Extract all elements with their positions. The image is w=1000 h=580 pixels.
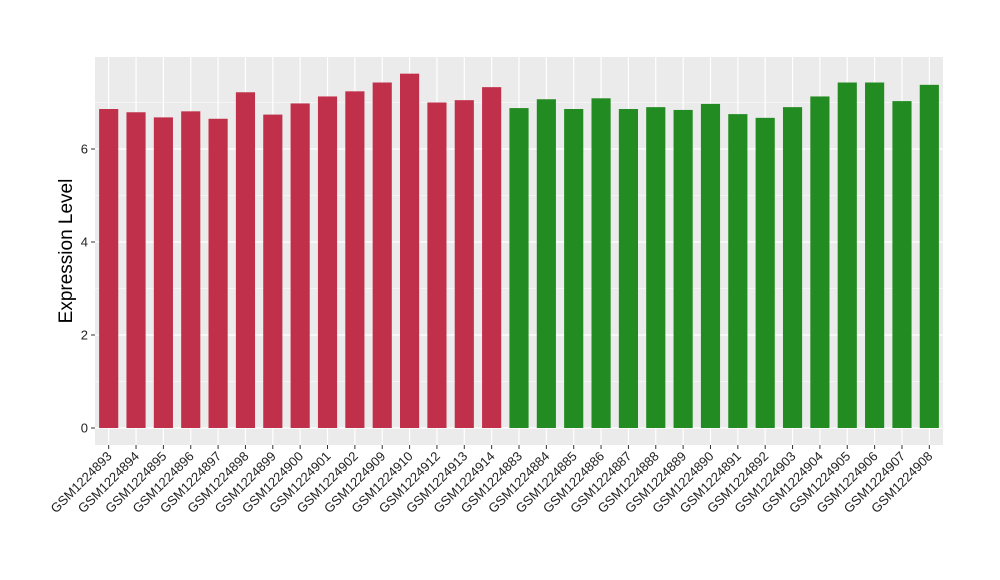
bar-GSM1224901 bbox=[317, 96, 338, 428]
bar-GSM1224905 bbox=[837, 82, 857, 428]
bar-GSM1224902 bbox=[345, 91, 365, 428]
bar-GSM1224889 bbox=[673, 109, 693, 428]
bar-GSM1224899 bbox=[263, 114, 283, 428]
bar-GSM1224904 bbox=[810, 96, 830, 428]
y-tick-label: 0 bbox=[81, 421, 88, 436]
bar-GSM1224909 bbox=[372, 82, 392, 428]
bar-GSM1224884 bbox=[536, 99, 556, 429]
bar-GSM1224896 bbox=[181, 111, 201, 429]
bar-GSM1224907 bbox=[892, 101, 912, 428]
bar-GSM1224890 bbox=[700, 103, 721, 429]
bar-GSM1224912 bbox=[427, 102, 447, 428]
bar-GSM1224892 bbox=[755, 117, 775, 428]
y-axis-title: Expression Level bbox=[56, 179, 77, 324]
bar-GSM1224913 bbox=[454, 100, 474, 429]
bar-GSM1224888 bbox=[646, 107, 666, 429]
bar-GSM1224903 bbox=[782, 107, 803, 429]
y-tick-label: 2 bbox=[81, 328, 88, 343]
bar-GSM1224885 bbox=[564, 109, 584, 428]
bar-GSM1224914 bbox=[482, 87, 502, 428]
bar-GSM1224900 bbox=[290, 103, 310, 429]
bar-GSM1224883 bbox=[509, 108, 529, 428]
bar-GSM1224910 bbox=[400, 73, 420, 429]
bar-GSM1224894 bbox=[126, 112, 146, 428]
x-axis: GSM1224893GSM1224894GSM1224895GSM1224896… bbox=[47, 445, 935, 516]
y-tick-label: 4 bbox=[81, 235, 88, 250]
y-axis: 0 2 4 6 bbox=[81, 142, 95, 436]
bar-GSM1224886 bbox=[591, 98, 611, 428]
y-tick-label: 6 bbox=[81, 142, 88, 157]
bars bbox=[99, 73, 939, 429]
bar-GSM1224906 bbox=[865, 82, 885, 428]
bar-GSM1224893 bbox=[99, 109, 119, 428]
bar-GSM1224895 bbox=[153, 117, 173, 428]
bar-GSM1224897 bbox=[208, 118, 228, 429]
bar-GSM1224898 bbox=[235, 92, 256, 429]
bar-GSM1224887 bbox=[618, 109, 638, 428]
bar-GSM1224908 bbox=[919, 84, 939, 428]
bar-GSM1224891 bbox=[728, 114, 748, 428]
